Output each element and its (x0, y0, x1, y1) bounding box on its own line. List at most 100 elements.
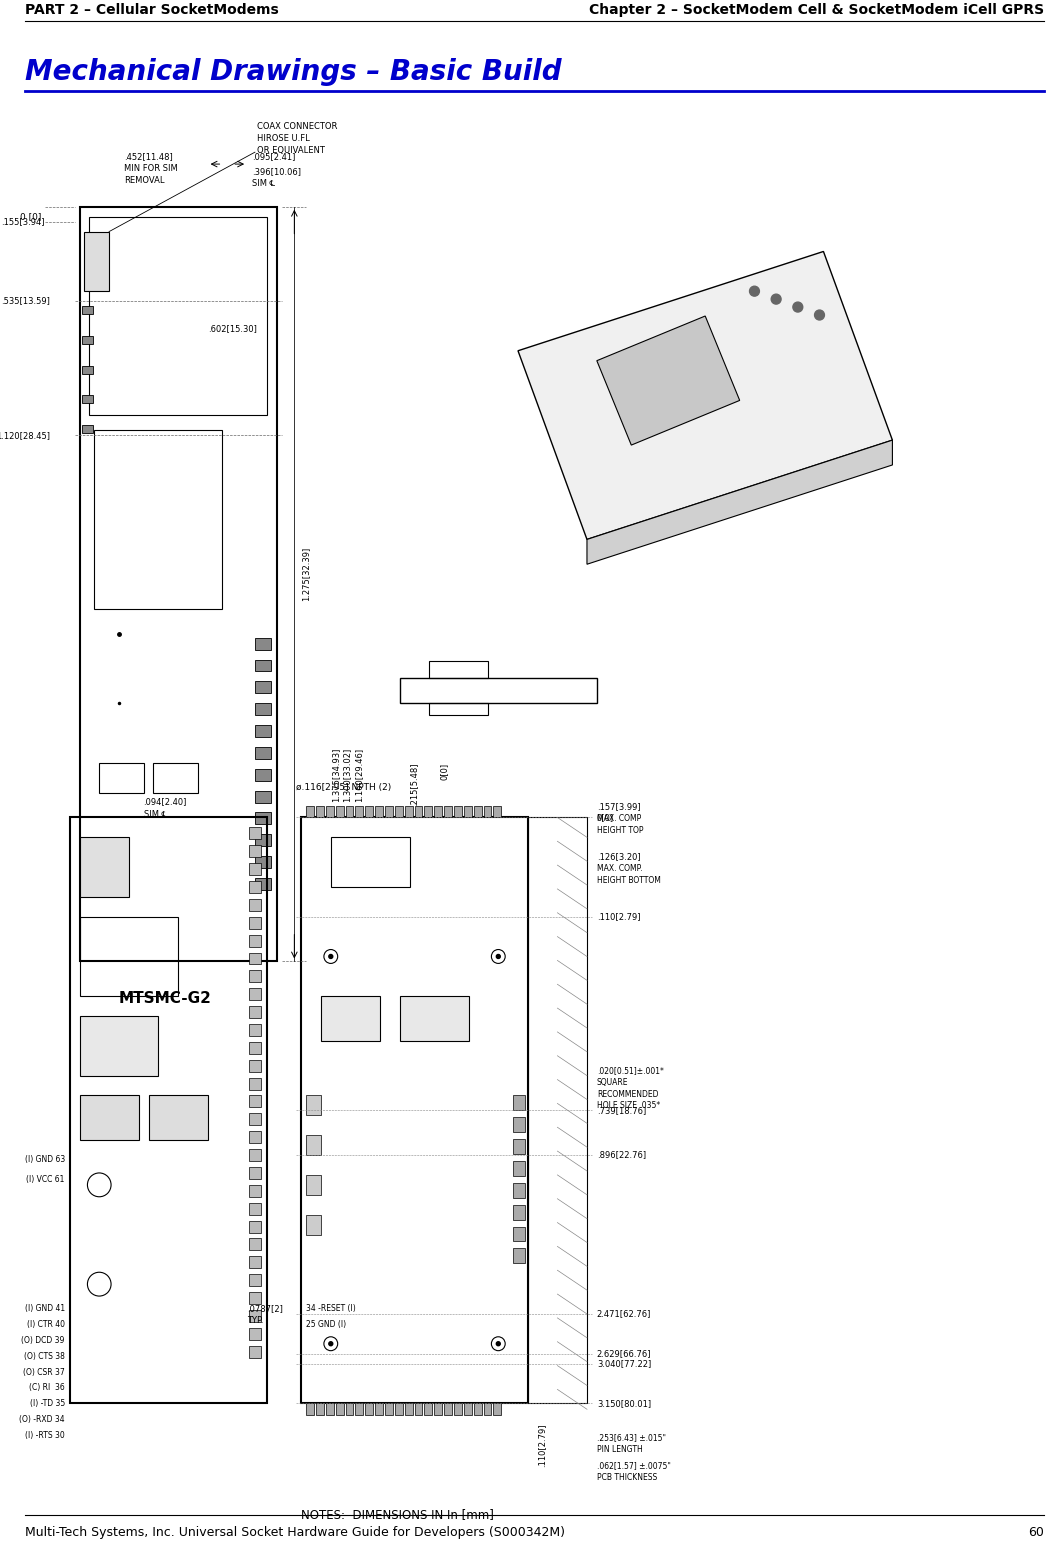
Text: PIN LENGTH: PIN LENGTH (597, 1445, 643, 1455)
Bar (484, 1404, 491, 1415)
Bar (249, 828, 260, 840)
Bar (249, 1077, 260, 1089)
Text: .155[3.94]: .155[3.94] (1, 217, 44, 227)
Bar (473, 1404, 482, 1415)
Bar (464, 806, 472, 817)
Text: (I) -TD 35: (I) -TD 35 (30, 1399, 64, 1408)
Text: OR EQUIVALENT: OR EQUIVALENT (257, 146, 325, 156)
Bar (255, 660, 271, 672)
Bar (249, 846, 260, 857)
Bar (79, 1016, 158, 1076)
Text: .535[13.59]: .535[13.59] (1, 296, 50, 305)
Text: SIM ℄: SIM ℄ (252, 179, 275, 188)
Text: .0787[2]: .0787[2] (247, 1304, 282, 1313)
Bar (90, 217, 267, 416)
Bar (385, 806, 393, 817)
Text: HEIGHT TOP: HEIGHT TOP (597, 826, 643, 835)
Bar (255, 638, 271, 650)
Bar (70, 817, 267, 1404)
Bar (434, 1404, 442, 1415)
Bar (405, 806, 412, 817)
Bar (255, 812, 271, 824)
Text: 0[0]: 0[0] (440, 763, 448, 780)
Text: HOLE SIZE .035*: HOLE SIZE .035* (597, 1102, 660, 1111)
Text: .062[1.57] ±.0075": .062[1.57] ±.0075" (597, 1461, 670, 1470)
Bar (249, 1096, 260, 1108)
Bar (425, 1404, 432, 1415)
Bar (249, 1310, 260, 1322)
Text: 0 [0]: 0 [0] (20, 211, 42, 220)
Text: NOTES:  DIMENSIONS IN In [mm]: NOTES: DIMENSIONS IN In [mm] (301, 1507, 494, 1521)
Bar (306, 1096, 320, 1116)
Text: (C) RI  36: (C) RI 36 (30, 1384, 64, 1393)
Text: COAX CONNECTOR: COAX CONNECTOR (257, 122, 337, 131)
Text: 3.040[77.22]: 3.040[77.22] (597, 1359, 651, 1368)
Bar (249, 1042, 260, 1054)
Bar (99, 763, 143, 792)
Bar (249, 881, 260, 892)
Text: .739[18.76]: .739[18.76] (597, 1106, 646, 1114)
Text: .396[10.06]: .396[10.06] (252, 166, 301, 176)
Bar (306, 1404, 314, 1415)
Text: TYP.: TYP. (247, 1316, 264, 1325)
Bar (249, 1150, 260, 1160)
Bar (249, 935, 260, 946)
Bar (320, 995, 380, 1040)
Text: (O) CSR 37: (O) CSR 37 (23, 1367, 64, 1376)
Bar (249, 1291, 260, 1304)
Text: .215[5.48]: .215[5.48] (410, 763, 418, 806)
Bar (513, 1183, 525, 1197)
Bar (414, 1404, 423, 1415)
Bar (84, 231, 110, 291)
Bar (493, 806, 502, 817)
Text: .157[3.99]: .157[3.99] (597, 803, 641, 812)
Text: 1.120[28.45]: 1.120[28.45] (0, 430, 50, 439)
Polygon shape (518, 251, 893, 539)
Bar (81, 336, 94, 344)
Bar (255, 857, 271, 868)
Circle shape (496, 954, 501, 959)
Bar (444, 806, 452, 817)
Bar (454, 806, 462, 817)
Bar (395, 806, 403, 817)
Bar (249, 1167, 260, 1179)
Bar (306, 806, 314, 817)
Bar (326, 806, 334, 817)
Bar (326, 1404, 334, 1415)
Bar (454, 1404, 462, 1415)
Text: MAX. COMP: MAX. COMP (597, 815, 641, 823)
Text: HEIGHT BOTTOM: HEIGHT BOTTOM (597, 875, 661, 885)
Bar (149, 1096, 208, 1140)
Bar (255, 747, 271, 758)
Bar (528, 817, 587, 1404)
Bar (395, 1404, 403, 1415)
Bar (399, 995, 469, 1040)
Bar (306, 1136, 320, 1156)
Bar (255, 681, 271, 693)
Text: (O) -RXD 34: (O) -RXD 34 (19, 1415, 64, 1424)
Bar (249, 1220, 260, 1233)
Text: (I) GND 63: (I) GND 63 (24, 1156, 64, 1163)
Text: PCB THICKNESS: PCB THICKNESS (597, 1473, 657, 1482)
Bar (306, 1174, 320, 1194)
Text: (I) VCC 61: (I) VCC 61 (26, 1174, 64, 1183)
Circle shape (815, 310, 824, 321)
Text: ø.116[2.95] NPTH (2): ø.116[2.95] NPTH (2) (296, 783, 391, 792)
Bar (513, 1117, 525, 1133)
Bar (366, 806, 373, 817)
Text: HIROSE U.FL: HIROSE U.FL (257, 134, 310, 143)
Bar (249, 1025, 260, 1036)
Text: .110[2.79]: .110[2.79] (597, 912, 641, 922)
Bar (444, 1404, 452, 1415)
Text: Mechanical Drawings – Basic Build: Mechanical Drawings – Basic Build (25, 59, 562, 86)
Text: (I) -RTS 30: (I) -RTS 30 (25, 1432, 64, 1441)
Bar (414, 806, 423, 817)
Circle shape (772, 294, 781, 304)
Bar (249, 1113, 260, 1125)
Text: (O) DCD 39: (O) DCD 39 (21, 1336, 64, 1345)
Text: MAX. COMP.: MAX. COMP. (597, 865, 642, 874)
Bar (513, 1096, 525, 1111)
Bar (429, 703, 488, 715)
Text: (I) CTR 40: (I) CTR 40 (26, 1321, 64, 1328)
Bar (249, 1239, 260, 1250)
